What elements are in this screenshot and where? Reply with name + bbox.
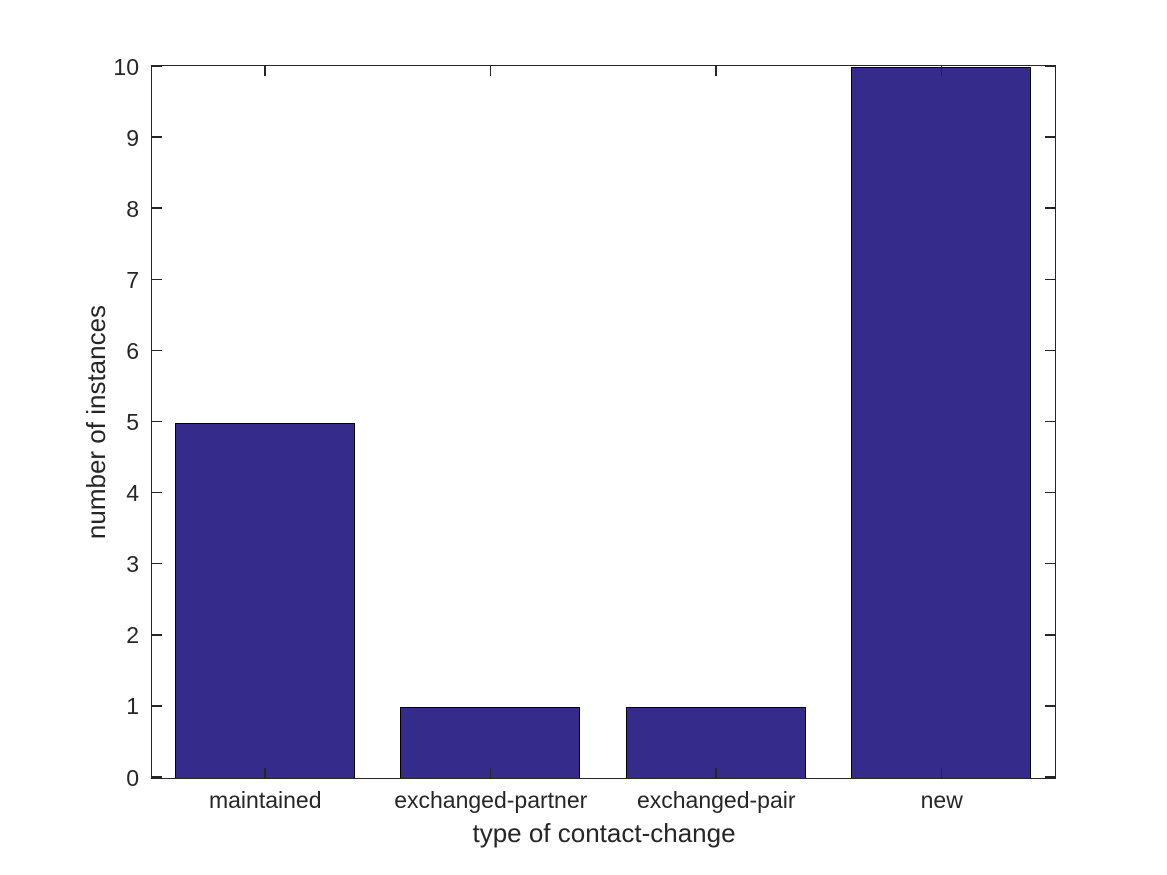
x-axis-title: type of contact-change	[472, 818, 736, 848]
x-tick-label: exchanged-partner	[394, 787, 588, 813]
y-tick-mark-right	[1045, 491, 1055, 494]
x-tick-mark-top	[264, 66, 266, 76]
y-tick-mark-left	[152, 65, 162, 67]
y-tick-label: 4	[126, 480, 139, 507]
y-tick-mark-left	[152, 420, 162, 423]
y-tick-mark-right	[1045, 634, 1055, 636]
y-tick-label: 1	[126, 693, 139, 720]
x-tick-mark-bottom	[489, 768, 491, 778]
plot-area	[151, 65, 1056, 779]
y-tick-mark-left	[152, 705, 162, 707]
y-tick-mark-left	[152, 634, 162, 636]
bar-exchanged-partner	[400, 706, 581, 778]
x-tick-mark-bottom	[264, 768, 266, 778]
x-tick-mark-top	[715, 66, 717, 76]
y-tick-mark-right	[1045, 776, 1055, 778]
x-tick-mark-bottom	[715, 768, 717, 778]
y-tick-mark-right	[1045, 65, 1055, 67]
y-tick-label: 6	[126, 337, 139, 364]
bar-exchanged-pair	[625, 706, 806, 778]
y-tick-label: 8	[126, 195, 139, 222]
y-tick-mark-right	[1045, 136, 1055, 138]
y-tick-mark-right	[1045, 562, 1055, 565]
y-tick-mark-right	[1045, 705, 1055, 707]
y-tick-label: 0	[126, 764, 139, 791]
y-tick-mark-left	[152, 349, 162, 352]
y-tick-mark-left	[152, 278, 162, 281]
y-tick-mark-left	[152, 136, 162, 138]
y-tick-mark-right	[1045, 420, 1055, 423]
y-tick-mark-right	[1045, 349, 1055, 352]
x-tick-mark-bottom	[940, 768, 942, 778]
bar-new	[851, 67, 1032, 778]
y-tick-mark-right	[1045, 278, 1055, 281]
y-tick-label: 9	[126, 124, 139, 151]
x-tick-label: new	[920, 787, 963, 813]
y-tick-mark-left	[152, 776, 162, 778]
x-tick-label: exchanged-pair	[636, 787, 796, 813]
y-tick-mark-left	[152, 207, 162, 209]
y-tick-mark-right	[1045, 207, 1055, 209]
y-tick-label: 7	[126, 266, 139, 293]
x-tick-mark-top	[940, 66, 942, 76]
y-tick-mark-left	[152, 491, 162, 494]
y-tick-label: 3	[126, 551, 139, 578]
x-tick-label: maintained	[208, 787, 322, 813]
x-tick-mark-top	[489, 66, 491, 76]
y-tick-label: 5	[126, 409, 139, 435]
y-tick-label: 2	[126, 622, 139, 649]
bar-maintained	[174, 422, 355, 778]
y-tick-label: 10	[113, 53, 139, 80]
y-tick-mark-left	[152, 562, 162, 565]
